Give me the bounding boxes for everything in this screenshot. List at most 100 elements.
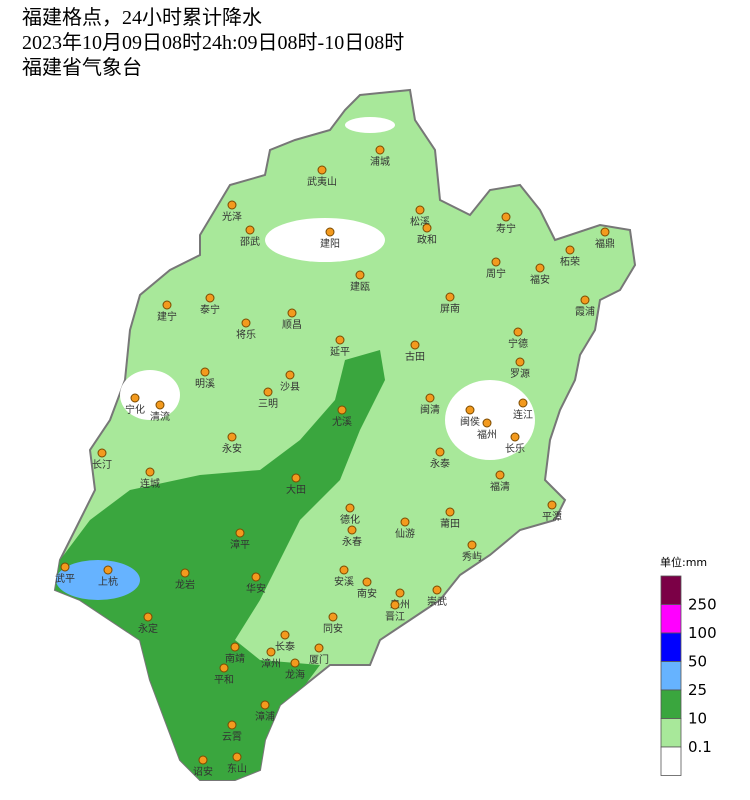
city-label: 连江 bbox=[513, 408, 533, 421]
city-dot bbox=[410, 340, 420, 350]
city-label: 永春 bbox=[342, 535, 362, 548]
city-label: 秀屿 bbox=[462, 551, 482, 563]
city-dot bbox=[425, 393, 435, 403]
city-label: 漳平 bbox=[230, 538, 250, 551]
city-dot bbox=[515, 357, 525, 367]
city-dot bbox=[390, 600, 400, 610]
city-label: 罗源 bbox=[510, 367, 530, 380]
city-dot bbox=[501, 212, 511, 222]
city-dot bbox=[241, 318, 251, 328]
city-dot bbox=[200, 367, 210, 377]
title-line: 2023年10月09日08时24h:09日08时-10日08时 bbox=[22, 32, 405, 54]
city-dot bbox=[263, 387, 273, 397]
city-label: 泰宁 bbox=[200, 303, 220, 316]
city-dot bbox=[143, 612, 153, 622]
city-label: 光泽 bbox=[222, 210, 242, 223]
legend-swatch bbox=[660, 661, 682, 691]
city-label: 将乐 bbox=[236, 329, 256, 341]
city-label: 尤溪 bbox=[332, 415, 352, 428]
city-dot bbox=[162, 300, 172, 310]
city-label: 延平 bbox=[330, 346, 350, 358]
city-dot bbox=[535, 263, 545, 273]
legend-level: 0.1 bbox=[688, 738, 712, 756]
city-dot bbox=[445, 507, 455, 517]
city-dot bbox=[491, 257, 501, 267]
legend-swatch bbox=[660, 689, 682, 719]
city-label: 闽清 bbox=[420, 403, 440, 416]
city-label: 福安 bbox=[530, 273, 550, 286]
city-label: 连城 bbox=[140, 477, 160, 490]
city-label: 福鼎 bbox=[595, 237, 615, 250]
city-dot bbox=[314, 643, 324, 653]
city-label: 大田 bbox=[286, 483, 306, 496]
city-dot bbox=[510, 432, 520, 442]
city-label: 福州 bbox=[477, 428, 497, 441]
city-dot bbox=[355, 270, 365, 280]
city-label: 晋江 bbox=[385, 611, 405, 623]
city-dot bbox=[227, 200, 237, 210]
city-label: 寿宁 bbox=[496, 222, 516, 235]
city-label: 永定 bbox=[138, 622, 158, 635]
city-dot bbox=[130, 393, 140, 403]
city-dot bbox=[445, 292, 455, 302]
city-dot bbox=[337, 405, 347, 415]
rain-zone-25 bbox=[56, 560, 140, 600]
city-label: 沙县 bbox=[280, 381, 300, 393]
legend-swatch bbox=[660, 718, 682, 748]
city-label: 厦门 bbox=[309, 653, 329, 666]
city-label: 武夷山 bbox=[307, 175, 337, 188]
city-label: 浦城 bbox=[370, 155, 390, 168]
city-label: 安溪 bbox=[334, 575, 354, 588]
city-label: 平和 bbox=[214, 674, 234, 686]
city-label: 建瓯 bbox=[350, 280, 370, 293]
city-label: 三明 bbox=[258, 398, 278, 410]
city-label: 屏南 bbox=[440, 302, 460, 315]
city-label: 顺昌 bbox=[282, 319, 302, 331]
city-dot bbox=[467, 540, 477, 550]
city-dot bbox=[400, 517, 410, 527]
city-dot bbox=[60, 562, 70, 572]
city-label: 莆田 bbox=[440, 517, 460, 530]
title-line: 福建省气象台 bbox=[22, 57, 142, 79]
city-dot bbox=[328, 612, 338, 622]
city-label: 古田 bbox=[405, 350, 425, 363]
no-rain-zone bbox=[345, 117, 395, 133]
city-label: 宁化 bbox=[125, 403, 145, 416]
city-dot bbox=[180, 568, 190, 578]
city-dot bbox=[465, 405, 475, 415]
city-dot bbox=[513, 327, 523, 337]
city-label: 长乐 bbox=[505, 443, 525, 455]
no-rain-zone bbox=[265, 218, 385, 262]
legend-swatch bbox=[660, 746, 682, 776]
legend-swatch bbox=[660, 632, 682, 662]
city-dot bbox=[227, 432, 237, 442]
city-dot bbox=[232, 752, 242, 762]
title-line: 福建格点，24小时累计降水 bbox=[22, 7, 262, 29]
city-label: 南安 bbox=[357, 587, 377, 600]
no-rain-zone bbox=[120, 370, 180, 420]
city-dot bbox=[325, 227, 335, 237]
city-label: 南靖 bbox=[225, 652, 245, 665]
city-dot bbox=[103, 565, 113, 575]
city-dot bbox=[266, 647, 276, 657]
city-label: 崇武 bbox=[427, 595, 447, 608]
city-dot bbox=[422, 223, 432, 233]
city-label: 诏安 bbox=[193, 765, 213, 778]
city-dot bbox=[565, 245, 575, 255]
city-label: 周宁 bbox=[486, 267, 506, 280]
city-dot bbox=[600, 227, 610, 237]
city-label: 长泰 bbox=[275, 640, 295, 653]
city-label: 云霄 bbox=[222, 731, 242, 743]
city-dot bbox=[227, 720, 237, 730]
city-dot bbox=[482, 418, 492, 428]
city-dot bbox=[260, 700, 270, 710]
city-label: 华安 bbox=[246, 582, 266, 595]
city-dot bbox=[335, 335, 345, 345]
city-dot bbox=[251, 572, 261, 582]
legend-swatch bbox=[660, 604, 682, 634]
city-label: 福清 bbox=[490, 480, 510, 493]
city-dot bbox=[518, 398, 528, 408]
city-dot bbox=[97, 448, 107, 458]
city-dot bbox=[291, 473, 301, 483]
